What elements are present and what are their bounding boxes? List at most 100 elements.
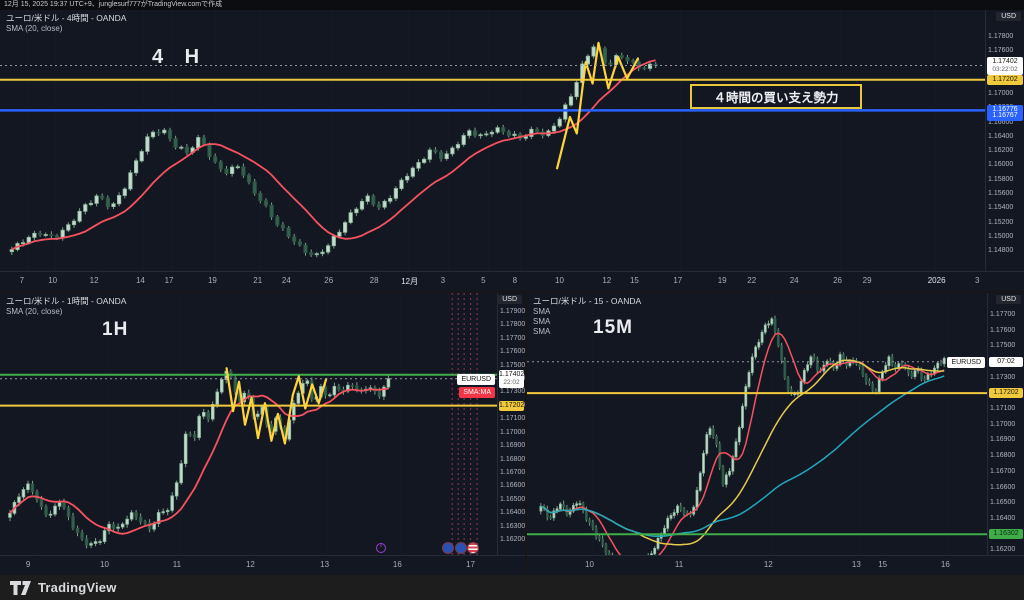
price-label-white: 1.17402 22:02 (499, 370, 525, 389)
currency-button-4h[interactable]: USD (996, 12, 1021, 21)
currency-button-15m[interactable]: USD (996, 295, 1021, 304)
price-tick: 1.17100 (990, 405, 1016, 413)
indicator-label-sma2-15m[interactable]: SMA (533, 317, 551, 326)
price-label-yellow: 1.17202 (989, 388, 1023, 399)
time-tick: 16 (940, 560, 950, 569)
time-tick: 13 (320, 560, 330, 569)
price-tick: 1.15800 (988, 175, 1014, 183)
price-tick: 1.17700 (500, 334, 525, 342)
price-tick: 1.15600 (988, 189, 1014, 197)
time-tick: 9 (25, 560, 31, 569)
price-tick: 1.17900 (500, 307, 525, 315)
chart-canvas-1h[interactable] (0, 293, 498, 555)
price-tick: 1.16600 (990, 483, 1016, 491)
price-tick: 1.16200 (988, 147, 1014, 155)
time-tick: 21 (253, 276, 263, 285)
time-tick: 19 (717, 276, 727, 285)
price-tick: 1.17800 (988, 33, 1014, 41)
timeframe-text-drawing-4h: 4 H (152, 46, 208, 68)
timeframe-text-drawing-1h: 1H (102, 319, 129, 340)
price-tick: 1.17600 (990, 326, 1016, 334)
time-tick: 2026 (927, 276, 946, 285)
price-tick: 1.16600 (500, 482, 525, 490)
price-tick: 1.16200 (500, 536, 525, 544)
event-icon-us[interactable] (468, 543, 479, 553)
time-tick: 8 (512, 276, 518, 285)
footer-bar: TradingView (0, 575, 1024, 600)
price-tick: 1.16500 (500, 495, 525, 503)
price-tick: 1.16700 (990, 467, 1016, 475)
chart-canvas-15m[interactable] (527, 293, 988, 555)
price-scale-4h[interactable]: 1.178001.176001.174001.172001.170001.168… (985, 10, 1024, 271)
price-tick: 1.17300 (500, 388, 525, 396)
price-tick: 1.17000 (988, 90, 1014, 98)
price-scale-1h[interactable]: 1.17900 1.17800 1.17700 1.17600 1.175001.174… (497, 293, 525, 555)
time-tick: 3 (975, 276, 980, 285)
price-tick: 1.15000 (988, 232, 1014, 240)
price-tick: 1.17600 (500, 348, 525, 356)
annotation-text: ４時間の買い支え勢力 (713, 91, 839, 105)
indicator-label-sma-4h[interactable]: SMA (20, close) (6, 24, 63, 33)
price-tick: 1.17500 (500, 361, 525, 369)
event-icon-eu[interactable] (443, 543, 454, 553)
price-tick: 1.16800 (990, 452, 1016, 460)
event-icon-eu[interactable] (455, 543, 466, 553)
price-tick: 1.17600 (988, 47, 1014, 55)
chart-pane-1h: 1.17900 1.17800 1.17700 1.17600 1.175001.174… (0, 293, 525, 575)
symbol-title-15m[interactable]: ユーロ/米ドル - 15 - OANDA (533, 296, 642, 306)
price-label-yellow: 1.17202 (987, 74, 1023, 85)
time-tick: 12 (89, 276, 99, 285)
price-scale-15m[interactable]: 1.177001.176001.175001.174001.173001.172… (987, 293, 1024, 555)
price-tick: 1.17300 (990, 373, 1016, 381)
time-scale-1h[interactable]: 9 10 11 12 13 16 17 (0, 555, 525, 575)
time-scale-15m[interactable]: 10 11 12 13 15 16 (527, 555, 1024, 575)
currency-button-1h[interactable]: USD (497, 295, 522, 304)
time-tick: 24 (789, 276, 799, 285)
price-label-blue: 1.16767 (987, 110, 1023, 121)
price-tick: 1.17800 (500, 321, 525, 329)
time-tick: 17 (164, 276, 174, 285)
tradingview-logo-icon (10, 580, 31, 595)
time-tick: 29 (862, 276, 872, 285)
time-tick: 11 (172, 560, 182, 569)
tradingview-logo[interactable]: TradingView (10, 580, 117, 595)
price-label-white: 1.17402 03:22:02 (987, 56, 1023, 75)
annotation-box-4h-support[interactable]: ４時間の買い支え勢力 (690, 84, 862, 109)
creation-banner: 12月 15, 2025 19:37 UTC+9、junglesurf777がT… (0, 0, 1024, 10)
symbol-title-4h[interactable]: ユーロ/米ドル - 4時間 - OANDA (6, 13, 127, 23)
event-icon-bolt[interactable]: ⚡ (375, 543, 386, 553)
price-tick: 1.16400 (990, 514, 1016, 522)
price-tick: 1.15200 (988, 218, 1014, 226)
price-tick: 1.16400 (988, 132, 1014, 140)
price-tick: 1.17700 (990, 310, 1016, 318)
price-tick: 1.17000 (500, 428, 525, 436)
time-tick: 15 (878, 560, 888, 569)
time-tick: 12 (245, 560, 255, 569)
time-tick: 5 (481, 276, 486, 285)
time-tick: 10 (555, 276, 564, 285)
time-tick: 22 (747, 276, 757, 285)
time-tick: 15 (629, 276, 639, 285)
tradingview-logo-text: TradingView (38, 580, 117, 595)
time-tick: 10 (585, 560, 594, 569)
price-tick: 1.16200 (990, 546, 1016, 554)
price-tick: 1.17500 (990, 342, 1016, 350)
time-tick: 28 (369, 276, 379, 285)
price-label-white: 07:02 (989, 356, 1023, 367)
time-tick: 24 (281, 276, 291, 285)
chart-pane-4h: 1.178001.176001.174001.172001.170001.168… (0, 10, 1024, 291)
time-tick: 12 (763, 560, 773, 569)
time-tick: 12 (602, 276, 612, 285)
indicator-label-sma3-15m[interactable]: SMA (533, 327, 551, 336)
price-tick: 1.16600 (988, 118, 1014, 126)
price-tick: 1.14800 (988, 247, 1014, 255)
symbol-title-1h[interactable]: ユーロ/米ドル - 1時間 - OANDA (6, 296, 127, 306)
chart-canvas-4h[interactable] (0, 10, 986, 271)
price-tick: 1.16000 (988, 161, 1014, 169)
price-tick: 1.16400 (500, 509, 525, 517)
time-tick: 13 (851, 560, 861, 569)
indicator-label-sma-1h[interactable]: SMA (20, close) (6, 307, 63, 316)
time-scale-4h[interactable]: 7 10 12 14 17 19 21 24 26 28 12月 3 5 8 10 12 15 17 19 22 24 2… (0, 271, 1024, 291)
indicator-label-sma1-15m[interactable]: SMA (533, 307, 551, 316)
